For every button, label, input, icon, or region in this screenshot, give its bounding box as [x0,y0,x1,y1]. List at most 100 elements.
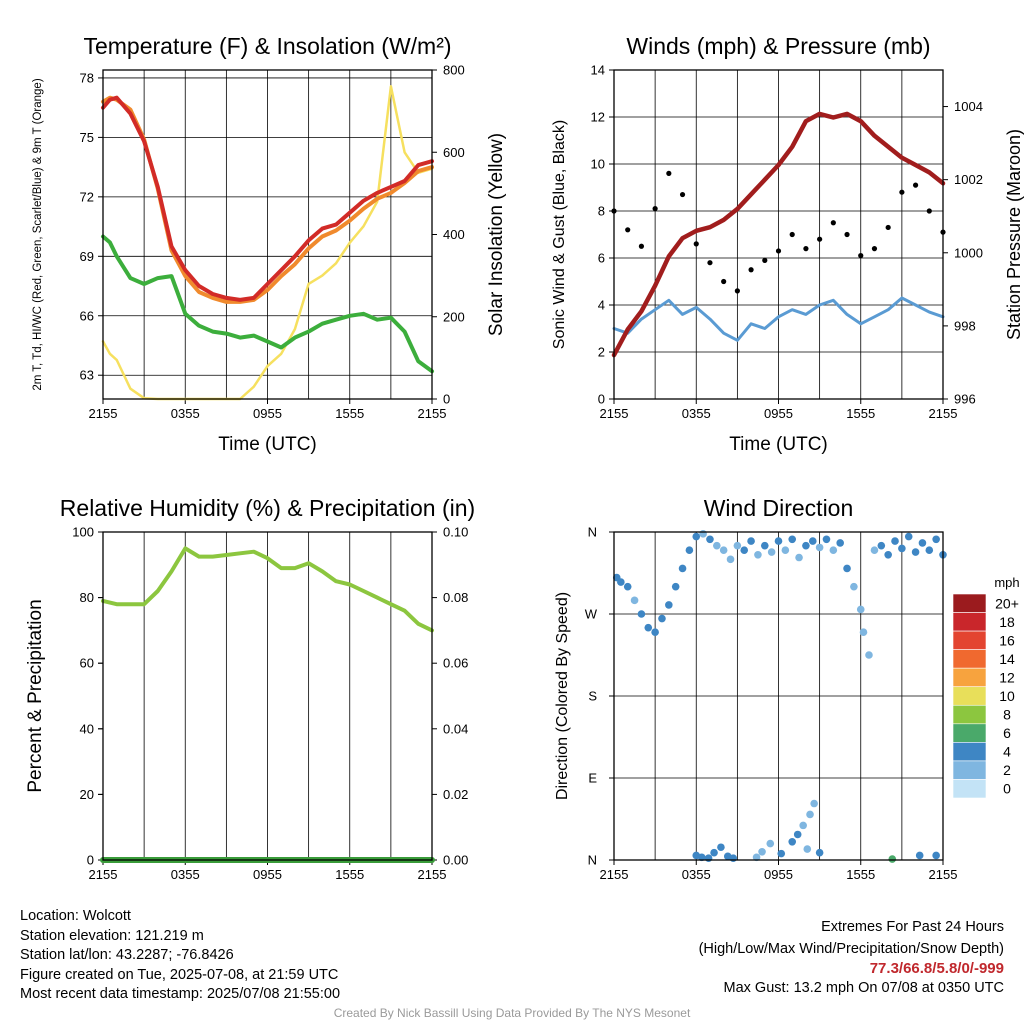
x-tick-label: 2155 [418,867,447,882]
direction-point [706,535,714,544]
y-tick-label: S [588,689,597,704]
legend-label: 4 [1003,744,1011,760]
x-tick-label: 0955 [253,406,282,421]
direction-point [856,605,865,614]
legend-label: 6 [1003,725,1011,741]
direction-point [697,853,706,862]
direction-point [692,532,701,541]
y2-axis-label: Station Pressure (Maroon) [1004,129,1024,340]
y-tick-label: 75 [80,130,94,145]
legend-swatch [952,630,987,650]
wind-speed-legend: mph 20+ 18 16 14 12 10 8 6 4 2 0 [952,575,1020,799]
y-axis-label: Sonic Wind & Gust (Blue, Black) [551,120,568,349]
x-tick-label: 0355 [682,867,711,882]
gust-point [899,189,905,195]
legend-label: 12 [999,669,1015,685]
direction-point [747,537,755,545]
x-tick-label: 2155 [89,867,118,882]
x-tick-label: 0955 [253,867,282,882]
direction-point [836,539,844,547]
direction-point [699,530,707,538]
direction-point [719,546,728,555]
gust-point [926,208,932,214]
direction-point [806,810,814,819]
direction-point [802,541,810,550]
legend-label: 18 [999,614,1015,630]
y-tick-label: 40 [80,721,94,736]
gust-point [762,257,768,263]
y2-tick-label: 400 [443,227,465,242]
y2-tick-label: 996 [954,392,976,407]
x-tick-label: 0355 [171,406,200,421]
direction-point [760,541,769,550]
y2-tick-label: 600 [443,145,465,160]
direction-point [915,851,924,860]
y-tick-label: N [588,853,597,868]
y-tick-label: E [588,771,597,786]
legend-swatch [952,667,987,688]
direction-point [623,582,632,591]
direction-point [713,541,721,550]
y-tick-label: 12 [591,110,605,125]
gust-point [748,267,754,273]
direction-point [829,546,838,555]
chart-title: Temperature (F) & Insolation (W/m²) [83,33,451,59]
direction-point [644,623,653,632]
direction-point [808,537,817,545]
direction-point [630,596,639,605]
y2-axis-label: Solar Insolation (Yellow) [486,133,507,336]
direction-point [793,830,802,839]
legend-swatch [952,742,987,762]
legend-swatch [952,723,987,743]
extremes-info: Extremes For Past 24 Hours (High/Low/Max… [699,918,1004,998]
direction-point [726,555,735,564]
direction-point [671,582,680,591]
x-tick-label: 2155 [600,406,629,421]
wind-direction-panel: 2155 0355 0955 1555 2155 Wind Direction N E S W N D… [554,495,957,882]
legend-swatch [952,704,987,725]
gust-point [789,231,795,238]
x-tick-label: 0355 [171,867,200,882]
direction-point [758,848,766,856]
direction-point [781,546,790,555]
y-tick-label: 100 [72,525,94,540]
legend-label: 14 [999,651,1015,667]
gust-point [817,236,823,242]
direction-point [925,546,934,555]
direction-point [754,550,762,559]
gust-point [803,246,809,252]
legend-label: 16 [999,632,1015,648]
y-tick-label: 60 [80,656,94,671]
direction-point [891,537,899,545]
direction-point [870,546,879,555]
legend-swatch [952,593,987,613]
direction-point [799,821,807,830]
x-tick-label: 2155 [600,867,629,882]
direction-point [685,546,694,555]
y-tick-label: 10 [591,157,605,172]
gust-point [625,227,631,233]
direction-point [740,546,749,555]
y-tick-label: 80 [80,590,94,605]
direction-point [904,532,913,541]
direction-point [815,848,824,857]
direction-point [803,845,812,853]
direction-point [766,839,775,848]
direction-point [788,837,797,846]
x-tick-label: 0955 [764,867,793,882]
direction-point [651,628,659,637]
direction-point [665,601,673,609]
y2-tick-label: 1002 [954,172,983,187]
extremes-title: Extremes For Past 24 Hours [821,919,1004,935]
gust-point [912,182,919,188]
gust-point [707,260,713,266]
x-axis-label: Time (UTC) [729,434,828,455]
x-tick-label: 1555 [846,406,875,421]
direction-point [733,541,742,550]
direction-point [898,544,906,553]
legend-label: 20+ [995,595,1019,611]
direction-point [884,550,892,559]
direction-point [767,548,776,556]
gust-point [721,278,727,285]
humidity-line [101,546,434,633]
